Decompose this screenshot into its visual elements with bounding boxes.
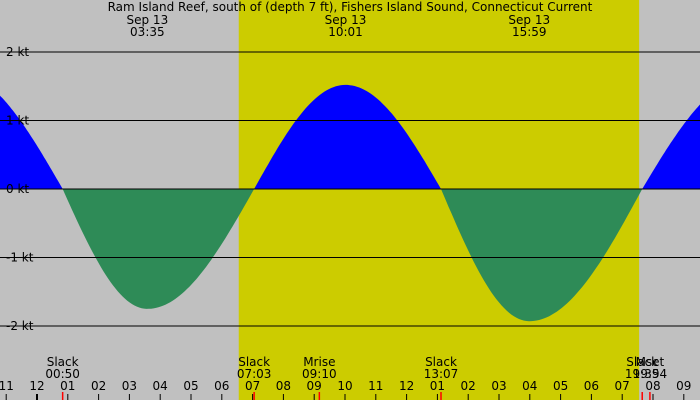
y-tick-label: 0 kt [6, 182, 29, 196]
x-tick-label: 10 [337, 379, 352, 393]
event-time-label: 07:03 [237, 367, 272, 381]
x-tick-label: 09 [307, 379, 322, 393]
event-label: Slack [238, 355, 270, 369]
x-tick-label: 05 [553, 379, 568, 393]
y-tick-label: 2 kt [6, 45, 29, 59]
top-time-label: 03:35 [130, 25, 165, 39]
x-tick-label: 06 [214, 379, 229, 393]
event-time-label: 13:07 [424, 367, 459, 381]
x-tick-label: 05 [183, 379, 198, 393]
flood-area [642, 104, 700, 189]
event-label: Slack [425, 355, 457, 369]
x-tick-label: 12 [399, 379, 414, 393]
chart-title: Ram Island Reef, south of (depth 7 ft), … [108, 0, 593, 14]
x-tick-label: 12 [29, 379, 44, 393]
x-tick-label: 06 [584, 379, 599, 393]
event-label: Slack [47, 355, 79, 369]
y-axis-labels: 2 kt 1 kt 0 kt -1 kt -2 kt [6, 45, 34, 333]
top-time-label: 10:01 [328, 25, 363, 39]
top-date-label: Sep 13 [325, 13, 367, 27]
y-tick-label: -1 kt [6, 251, 34, 265]
top-date-label: Sep 13 [127, 13, 169, 27]
bottom-events: Slack00:50Slack07:03Mrise09:10Slack13:07… [45, 355, 667, 400]
event-label: Mrise [303, 355, 335, 369]
flood-area [0, 95, 63, 189]
ebb-area [441, 189, 643, 322]
x-tick-label: 01 [430, 379, 445, 393]
flood-area [254, 84, 441, 189]
x-tick-label: 09 [676, 379, 691, 393]
event-label: Slack [626, 355, 658, 369]
top-date-label: Sep 13 [508, 13, 550, 27]
x-tick-label: 02 [91, 379, 106, 393]
top-time-label: 15:59 [512, 25, 547, 39]
top-labels: Ram Island Reef, south of (depth 7 ft), … [108, 0, 593, 39]
x-tick-label: 01 [60, 379, 75, 393]
x-axis: 11 12 01 02 03 04 05 06 07 08 09 10 11 12 01 02 03 04 05 06… [0, 379, 691, 400]
event-time-label: 19:39 [625, 367, 660, 381]
x-tick-label: 07 [615, 379, 630, 393]
x-tick-label: 03 [122, 379, 137, 393]
x-tick-label: 07 [245, 379, 260, 393]
x-tick-label: 11 [368, 379, 383, 393]
y-tick-label: -2 kt [6, 319, 34, 333]
x-tick-label: 11 [0, 379, 14, 393]
x-tick-label: 04 [522, 379, 537, 393]
x-tick-label: 04 [153, 379, 168, 393]
event-time-label: 00:50 [45, 367, 80, 381]
event-time-label: 19:54 [633, 367, 668, 381]
x-tick-label: 08 [645, 379, 660, 393]
x-tick-label: 08 [276, 379, 291, 393]
event-time-label: 09:10 [302, 367, 337, 381]
x-tick-label: 02 [461, 379, 476, 393]
gridlines [0, 51, 700, 327]
y-tick-label: 1 kt [6, 114, 29, 128]
current-areas [0, 84, 700, 322]
x-tick-label: 03 [491, 379, 506, 393]
ebb-area [62, 189, 255, 309]
event-label: Mset [636, 355, 665, 369]
